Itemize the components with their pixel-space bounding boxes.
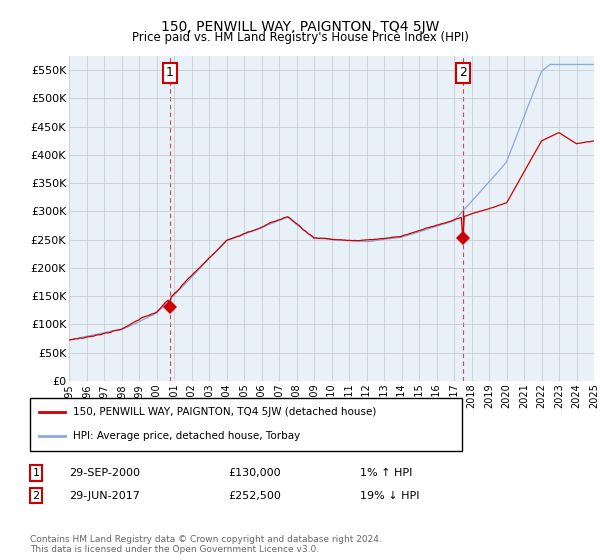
Text: 29-JUN-2017: 29-JUN-2017 [69, 491, 140, 501]
Text: 29-SEP-2000: 29-SEP-2000 [69, 468, 140, 478]
Text: 2: 2 [32, 491, 40, 501]
Text: 150, PENWILL WAY, PAIGNTON, TQ4 5JW: 150, PENWILL WAY, PAIGNTON, TQ4 5JW [161, 20, 439, 34]
Text: 150, PENWILL WAY, PAIGNTON, TQ4 5JW (detached house): 150, PENWILL WAY, PAIGNTON, TQ4 5JW (det… [73, 408, 377, 418]
Text: 1: 1 [166, 67, 173, 80]
Text: HPI: Average price, detached house, Torbay: HPI: Average price, detached house, Torb… [73, 431, 301, 441]
Text: Contains HM Land Registry data © Crown copyright and database right 2024.
This d: Contains HM Land Registry data © Crown c… [30, 535, 382, 554]
Text: £130,000: £130,000 [228, 468, 281, 478]
Text: 1% ↑ HPI: 1% ↑ HPI [360, 468, 412, 478]
Text: Price paid vs. HM Land Registry's House Price Index (HPI): Price paid vs. HM Land Registry's House … [131, 31, 469, 44]
Text: 2: 2 [459, 67, 467, 80]
Text: 19% ↓ HPI: 19% ↓ HPI [360, 491, 419, 501]
Text: £252,500: £252,500 [228, 491, 281, 501]
Text: 1: 1 [32, 468, 40, 478]
FancyBboxPatch shape [30, 398, 462, 451]
